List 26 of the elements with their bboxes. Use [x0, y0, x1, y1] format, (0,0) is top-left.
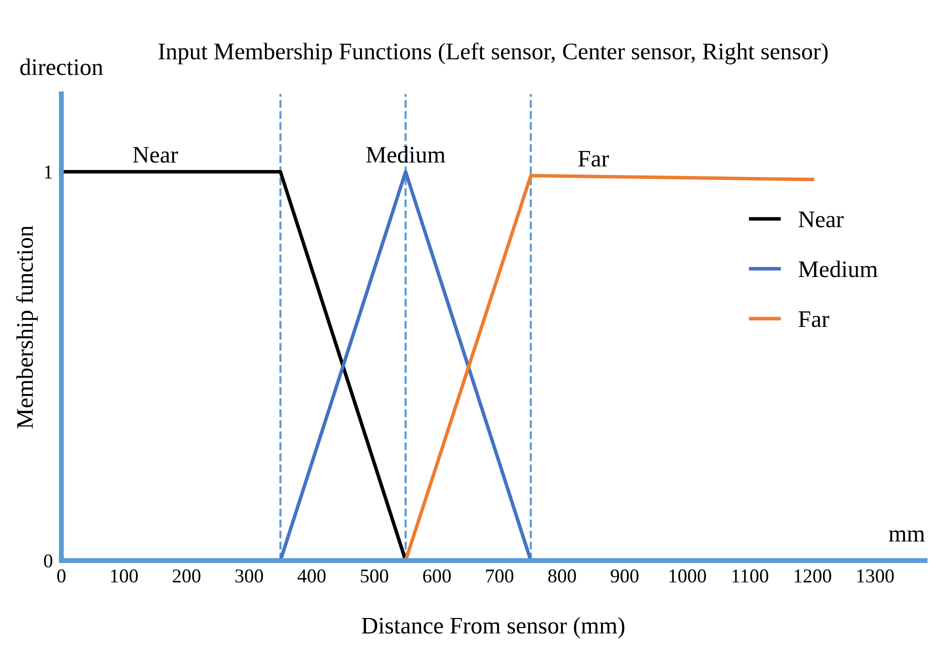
x-tick-label: 1200 — [794, 569, 832, 583]
x-tick-label: 300 — [235, 569, 263, 583]
x-tick-label: 1300 — [857, 569, 894, 583]
x-tick-label: 800 — [548, 569, 576, 583]
legend-label: Near — [798, 212, 844, 228]
y-tick-label: 1 — [45, 166, 52, 178]
x-tick-label: 1100 — [732, 569, 768, 583]
x-tick-label: 1000 — [670, 569, 706, 583]
annotation: mm — [888, 530, 925, 542]
annotation: Near — [132, 147, 178, 163]
x-axis-title: Distance From sensor (mm) — [362, 617, 624, 638]
annotation: Medium — [366, 146, 446, 163]
x-tick-label: 200 — [172, 569, 200, 583]
chart-title: Input Membership Functions (Left sensor, Center sensor, Right sensor) — [158, 42, 828, 64]
annotation: Far — [578, 150, 609, 167]
x-tick-label: 500 — [360, 569, 388, 583]
text: direction — [20, 58, 103, 76]
legend-label: Medium — [798, 260, 878, 278]
y-axis-title: Membership function — [16, 226, 38, 429]
legend-label: Far — [798, 311, 830, 328]
x-tick-label: 100 — [111, 569, 138, 583]
x-tick-label: 0 — [57, 569, 66, 583]
x-tick-label: 700 — [486, 569, 514, 583]
x-tick-label: 600 — [423, 569, 451, 583]
x-tick-label: 400 — [298, 569, 326, 583]
x-tick-label: 900 — [610, 569, 639, 583]
